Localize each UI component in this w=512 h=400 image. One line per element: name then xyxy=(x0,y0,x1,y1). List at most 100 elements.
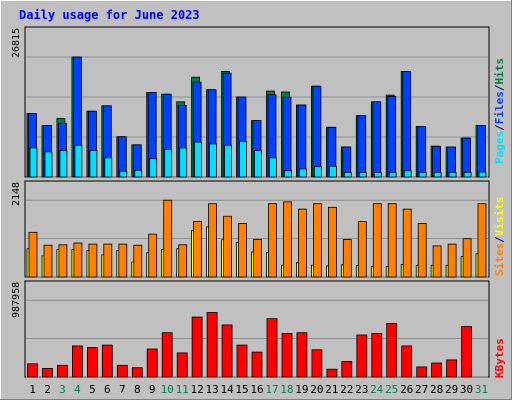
bar-pages xyxy=(478,171,487,178)
x-label: 23 xyxy=(355,383,368,396)
legend-entry: Pages xyxy=(493,131,506,164)
ymax-label-hits: 26815 xyxy=(11,28,22,58)
ymax-label-kbytes: 987958 xyxy=(11,282,22,318)
bar-kbytes xyxy=(281,333,293,378)
x-label: 28 xyxy=(430,383,443,396)
legend-sites-visits: Sites/Visits xyxy=(493,197,506,277)
x-label: 5 xyxy=(89,383,96,396)
bar-visits xyxy=(283,201,292,278)
bar-pages xyxy=(119,170,128,178)
bar-visits xyxy=(88,243,98,278)
bar-pages xyxy=(388,172,397,178)
bar-visits xyxy=(342,239,352,278)
bar-pages xyxy=(373,172,382,178)
bar-visits xyxy=(402,208,412,278)
bar-pages xyxy=(448,172,457,178)
chart-title: Daily usage for June 2023 xyxy=(19,8,200,22)
bar-pages xyxy=(328,165,337,178)
bar-visits xyxy=(297,208,307,278)
bar-files xyxy=(417,126,427,178)
bar-kbytes xyxy=(356,334,368,378)
bar-pages xyxy=(194,141,203,178)
x-label: 24 xyxy=(370,383,384,396)
x-label: 1 xyxy=(29,383,36,396)
bar-pages xyxy=(164,148,173,178)
bar-kbytes xyxy=(236,344,248,378)
bar-pages xyxy=(224,144,233,178)
bar-pages xyxy=(74,144,83,178)
x-label: 18 xyxy=(280,383,293,396)
legend-hits-files-pages: Pages/Files/Hits xyxy=(493,58,506,164)
bar-visits xyxy=(387,203,397,278)
bar-kbytes xyxy=(161,332,173,378)
x-label: 12 xyxy=(190,383,203,396)
ymax-label-visits: 2148 xyxy=(11,182,22,206)
bar-pages xyxy=(29,147,38,178)
bar-visits xyxy=(462,238,472,278)
bar-kbytes xyxy=(446,359,458,378)
bar-visits xyxy=(208,203,218,278)
bar-visits xyxy=(178,244,188,278)
bar-visits xyxy=(312,203,322,278)
bar-kbytes xyxy=(401,345,413,378)
bar-kbytes xyxy=(42,367,53,378)
bar-kbytes xyxy=(206,312,218,378)
bar-kbytes xyxy=(116,364,128,378)
bar-kbytes xyxy=(101,344,113,378)
bar-kbytes xyxy=(326,368,338,378)
x-label: 16 xyxy=(250,383,263,396)
bar-pages xyxy=(209,143,218,178)
legend-kbytes: KBytes xyxy=(493,338,506,378)
legend-entry: / xyxy=(493,124,506,131)
x-label: 31 xyxy=(475,383,488,396)
x-label: 4 xyxy=(74,383,81,396)
legend-entry: KBytes xyxy=(493,338,506,378)
bar-kbytes xyxy=(176,352,188,378)
bar-pages xyxy=(313,166,322,178)
bar-files xyxy=(402,71,412,178)
bar-kbytes xyxy=(27,363,38,378)
bar-visits xyxy=(238,222,247,278)
bar-visits xyxy=(148,233,158,278)
bar-pages xyxy=(179,147,188,178)
bar-pages xyxy=(463,172,472,178)
x-label: 30 xyxy=(460,383,473,396)
bar-pages xyxy=(358,172,367,178)
bar-visits xyxy=(432,245,442,278)
legend-entry: Files xyxy=(493,91,506,124)
bar-pages xyxy=(269,157,277,178)
x-label: 8 xyxy=(134,383,141,396)
bar-pages xyxy=(134,169,143,178)
bar-visits xyxy=(193,221,203,278)
x-label: 14 xyxy=(220,383,234,396)
x-label: 10 xyxy=(161,383,174,396)
bar-visits xyxy=(73,242,83,278)
bar-pages xyxy=(89,150,98,178)
bar-kbytes xyxy=(146,348,158,378)
x-label: 7 xyxy=(119,383,126,396)
bar-kbytes xyxy=(416,366,428,378)
bar-kbytes xyxy=(386,322,398,378)
legend-entry: / xyxy=(493,84,506,91)
bar-kbytes xyxy=(311,349,323,378)
bar-pages xyxy=(104,157,113,178)
bar-files xyxy=(387,96,397,178)
bar-pages xyxy=(433,172,442,178)
bar-files xyxy=(297,104,307,178)
x-label: 15 xyxy=(235,383,248,396)
bar-kbytes xyxy=(72,345,83,378)
x-label: 20 xyxy=(310,383,323,396)
bar-kbytes xyxy=(431,362,443,378)
bar-visits xyxy=(58,244,68,278)
x-label: 22 xyxy=(340,383,353,396)
x-label: 26 xyxy=(400,383,413,396)
x-label: 21 xyxy=(325,383,338,396)
x-label: 2 xyxy=(44,383,51,396)
bar-pages xyxy=(149,158,158,178)
bar-visits xyxy=(103,243,113,278)
bar-kbytes xyxy=(57,364,68,378)
bar-kbytes xyxy=(131,367,143,378)
bar-pages xyxy=(239,141,247,178)
bar-pages xyxy=(44,151,53,178)
bar-pages xyxy=(284,170,292,178)
